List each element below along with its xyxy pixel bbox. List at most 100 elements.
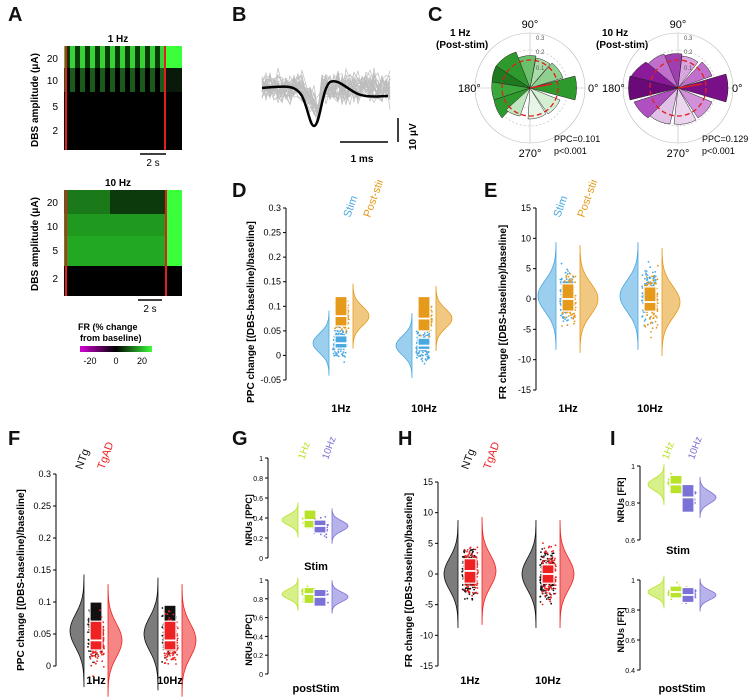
y-tick-label: -10 — [518, 355, 531, 365]
data-point — [565, 316, 568, 319]
c-right-angle-180: 180° — [602, 83, 625, 95]
data-point — [87, 646, 89, 648]
data-point — [337, 355, 340, 358]
data-point — [652, 275, 655, 277]
y-tick-label: 0.2 — [253, 653, 263, 660]
data-point — [649, 266, 652, 269]
data-point — [87, 638, 90, 641]
data-point — [667, 590, 670, 592]
data-point — [541, 603, 544, 606]
violin-body — [661, 247, 681, 356]
g-marks — [281, 502, 349, 614]
d-group-10hz: 10Hz — [411, 403, 437, 415]
data-point — [644, 318, 647, 321]
data-point — [559, 300, 562, 303]
data-point — [347, 310, 350, 312]
data-point — [342, 351, 345, 354]
data-point — [301, 517, 304, 520]
y-tick-label: 0.8 — [625, 608, 635, 615]
data-point — [343, 355, 345, 357]
data-point — [422, 351, 424, 354]
y-tick-label: 0 — [526, 294, 531, 304]
panel-letter-d: D — [232, 180, 247, 202]
y-tick-label: 0.15 — [263, 277, 281, 287]
data-point — [425, 352, 428, 354]
data-point — [418, 355, 420, 358]
a-top-ytick-10: 10 — [47, 76, 59, 87]
data-point — [645, 272, 647, 275]
y-tick-label: 0 — [46, 661, 51, 671]
data-point — [344, 351, 347, 354]
data-point — [161, 626, 164, 629]
data-point — [539, 595, 542, 598]
data-point — [574, 281, 577, 284]
g-legend-1hz: 1Hz — [296, 441, 312, 461]
c-left-angle-270: 270° — [519, 148, 542, 160]
data-point — [656, 278, 659, 281]
c-left-petal-8 — [505, 87, 531, 117]
e-group-10hz: 10Hz — [637, 403, 663, 415]
iqr-box — [561, 283, 575, 312]
b-time-label: 1 ms — [351, 154, 374, 165]
y-tick-label: 0.6 — [253, 616, 263, 623]
y-tick-label: 0 — [428, 569, 433, 579]
data-point — [417, 352, 420, 355]
data-point — [644, 270, 646, 272]
data-point — [471, 549, 473, 552]
data-point — [646, 274, 649, 276]
data-point — [97, 655, 100, 658]
f-legend-tgad: TgAD — [96, 440, 117, 471]
data-point — [539, 576, 542, 578]
data-point — [467, 556, 470, 559]
iqr-box — [681, 483, 695, 513]
data-point — [569, 273, 572, 275]
y-tick-label: -0.05 — [260, 375, 281, 385]
c-left-polar: 1 Hz (Post-stim) 90° 180° 0° 270° 0.3 0.… — [436, 19, 600, 160]
data-point — [641, 299, 644, 302]
data-point — [427, 357, 430, 360]
data-point — [92, 675, 94, 677]
data-point — [547, 596, 550, 599]
data-point — [165, 658, 168, 661]
a-bottom-ytick-2: 2 — [52, 274, 58, 285]
y-tick-label: 0 — [259, 556, 263, 563]
y-tick-label: 0.05 — [33, 629, 51, 639]
data-point — [427, 350, 430, 353]
data-point — [656, 308, 659, 311]
data-point — [334, 351, 336, 353]
data-point — [654, 282, 656, 285]
data-point — [543, 586, 546, 588]
data-point — [467, 590, 470, 593]
y-tick-label: 1 — [631, 464, 635, 471]
data-point — [574, 298, 576, 301]
y-tick-label: 0.25 — [263, 228, 281, 238]
data-point — [103, 647, 105, 650]
data-point — [552, 550, 555, 552]
c-left-ring-02: 0.2 — [536, 50, 545, 56]
data-point — [332, 343, 335, 345]
data-point — [463, 548, 466, 551]
y-tick-label: -15 — [518, 385, 531, 395]
data-point — [650, 336, 652, 339]
data-point — [566, 324, 569, 326]
data-point — [87, 619, 90, 621]
panel-letter-a: A — [8, 4, 23, 26]
data-point — [539, 601, 542, 603]
e-group-1hz: 1Hz — [558, 403, 578, 415]
data-point — [544, 559, 547, 562]
data-point — [463, 555, 465, 558]
data-point — [652, 283, 655, 286]
c-left-petal-10 — [529, 87, 561, 115]
data-point — [172, 613, 175, 616]
data-point — [167, 619, 170, 621]
data-point — [548, 559, 550, 562]
violin-body — [331, 508, 349, 544]
data-point — [568, 281, 571, 284]
panel-d-chart: PPC change [(DBS-baseline)/baseline] 0.3… — [246, 180, 453, 415]
data-point — [656, 316, 658, 319]
data-point — [574, 306, 577, 309]
h-marks — [443, 516, 575, 629]
c-left-ring-01: 0.1 — [536, 66, 545, 72]
data-point — [570, 317, 573, 319]
data-point — [301, 592, 304, 595]
